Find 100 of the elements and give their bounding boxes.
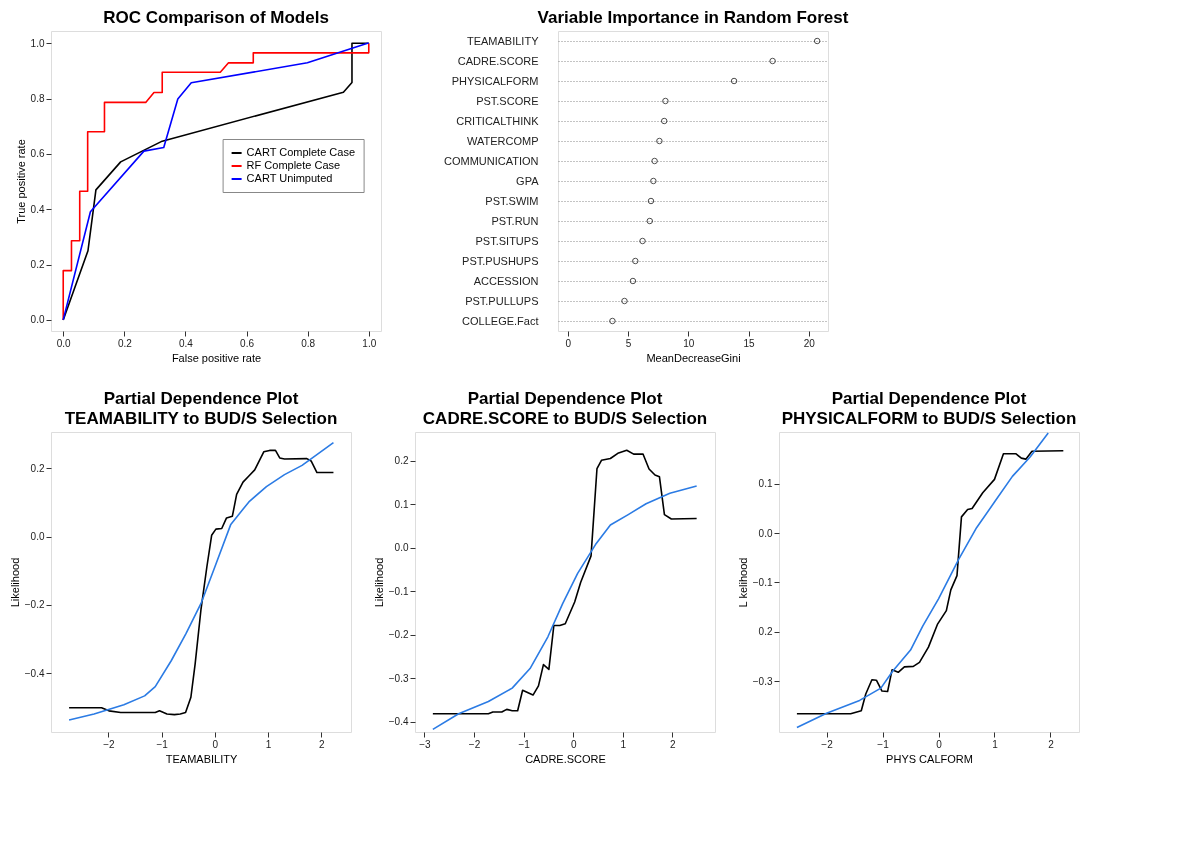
y-axis-title: L kelihood — [736, 557, 749, 608]
y-tick-label: COMMUNICATION — [443, 154, 539, 167]
y-tick-label: 0.0 — [30, 314, 45, 326]
point — [813, 37, 821, 45]
y-tick-label: CRITICALTHINK — [456, 114, 540, 127]
x-tick-label: 2 — [1048, 738, 1055, 750]
x-tick-label: 2 — [318, 738, 325, 750]
y-tick-label: CADRE.SCORE — [457, 54, 539, 67]
y-tick-label: −0.4 — [24, 667, 45, 679]
chart-title: Partial Dependence Plot — [103, 389, 299, 408]
y-tick-label: PST.PULLUPS — [465, 294, 539, 307]
y-tick-label: −0.3 — [388, 672, 409, 684]
x-tick-label: 1 — [620, 738, 627, 750]
y-tick-label: 0.2 — [758, 626, 773, 638]
y-tick-label: 0.4 — [30, 203, 45, 215]
y-tick-label: 0.6 — [30, 148, 45, 160]
y-tick-label: 0.0 — [30, 531, 45, 543]
y-axis-title: Likelihood — [8, 557, 21, 608]
line-series — [432, 449, 698, 715]
point — [609, 317, 616, 325]
point — [656, 137, 663, 145]
x-tick-label: 0.6 — [240, 337, 255, 349]
y-tick-label: PST.PUSHUPS — [462, 254, 539, 267]
x-axis-title: PHYS CALFORM — [886, 752, 973, 765]
point — [730, 77, 738, 85]
x-tick-label: 0 — [936, 738, 943, 750]
y-axis-title: Likelihood — [372, 557, 385, 608]
y-tick-label: −0.1 — [388, 585, 409, 597]
y-tick-label: 0.0 — [394, 542, 409, 554]
x-tick-label: 1.0 — [362, 337, 377, 349]
x-axis-title: CADRE.SCORE — [525, 752, 606, 765]
x-tick-label: 1 — [992, 738, 999, 750]
legend-label: RF Complete Case — [246, 159, 341, 171]
x-tick-label: 10 — [683, 337, 695, 349]
y-tick-label: −0.1 — [752, 576, 773, 588]
legend-label: CART Complete Case — [246, 146, 356, 158]
point — [651, 157, 658, 165]
legend-label: CART Unimputed — [246, 172, 333, 184]
y-tick-label: PST.SITUPS — [475, 234, 539, 247]
x-tick-label: 0 — [565, 337, 572, 349]
x-tick-label: 5 — [625, 337, 632, 349]
x-tick-label: −2 — [468, 738, 481, 750]
chart-title: Variable Importance in Random Forest — [537, 8, 849, 27]
x-tick-label: 2 — [670, 738, 677, 750]
y-tick-label: GPA — [516, 174, 540, 187]
chart-subtitle: TEAMABILITY to BUD/S Selection — [64, 409, 338, 428]
y-tick-label: WATERCOMP — [467, 134, 539, 147]
y-tick-label: −0.4 — [388, 716, 409, 728]
y-tick-label: 0.2 — [30, 259, 45, 271]
x-axis-title: TEAMABILITY — [165, 752, 238, 765]
y-tick-label: 0.1 — [758, 478, 773, 490]
point — [632, 257, 639, 265]
y-tick-label: 0.0 — [758, 527, 773, 539]
y-tick-label: TEAMABILITY — [466, 34, 540, 47]
y-tick-label: PST.SWIM — [485, 194, 539, 207]
chart-subtitle: PHYSICALFORM to BUD/S Selection — [781, 409, 1077, 428]
x-tick-label: 20 — [803, 337, 816, 349]
y-tick-label: 0.8 — [30, 93, 45, 105]
y-tick-label: 0.2 — [30, 462, 45, 474]
y-tick-label: −0.3 — [752, 675, 773, 687]
x-tick-label: 0.4 — [178, 337, 194, 349]
y-tick-label: −0.2 — [388, 629, 409, 641]
x-tick-label: 0.8 — [301, 337, 316, 349]
point — [660, 117, 668, 125]
x-tick-label: −3 — [419, 738, 432, 750]
x-axis-title: False positive rate — [171, 351, 262, 364]
chart-title: ROC Comparison of Models — [103, 8, 329, 27]
point — [621, 297, 628, 305]
chart-title: Partial Dependence Plot — [831, 389, 1027, 408]
y-tick-label: −0.2 — [24, 599, 45, 611]
chart-title: Partial Dependence Plot — [467, 389, 663, 408]
point — [650, 177, 657, 185]
point — [639, 237, 646, 245]
point — [769, 57, 776, 65]
y-tick-label: 0.1 — [394, 498, 409, 510]
chart-subtitle: CADRE.SCORE to BUD/S Selection — [422, 409, 708, 428]
point — [662, 97, 669, 105]
x-tick-label: −1 — [156, 738, 169, 750]
x-tick-label: 1 — [265, 738, 272, 750]
point — [629, 277, 637, 285]
x-tick-label: −2 — [821, 738, 834, 750]
y-tick-label: ACCESSION — [473, 274, 539, 287]
y-tick-label: COLLEGE.Fact — [462, 314, 539, 327]
x-tick-label: 15 — [743, 337, 756, 349]
y-tick-label: PST.SCORE — [476, 94, 539, 107]
x-tick-label: 0.0 — [56, 337, 72, 349]
line-series — [432, 485, 698, 731]
x-tick-label: −1 — [877, 738, 890, 750]
x-tick-label: 0 — [212, 738, 219, 750]
x-axis-title: MeanDecreaseGini — [646, 351, 741, 364]
point — [646, 217, 654, 225]
x-tick-label: 0.2 — [117, 337, 133, 349]
x-tick-label: −2 — [103, 738, 116, 750]
y-tick-label: PHYSICALFORM — [451, 74, 539, 87]
y-axis-title: True positive rate — [14, 139, 27, 224]
y-tick-label: 1.0 — [30, 37, 45, 49]
line-series — [62, 42, 370, 321]
y-tick-label: PST.RUN — [491, 214, 539, 227]
x-tick-label: 0 — [570, 738, 577, 750]
x-tick-label: −1 — [518, 738, 531, 750]
